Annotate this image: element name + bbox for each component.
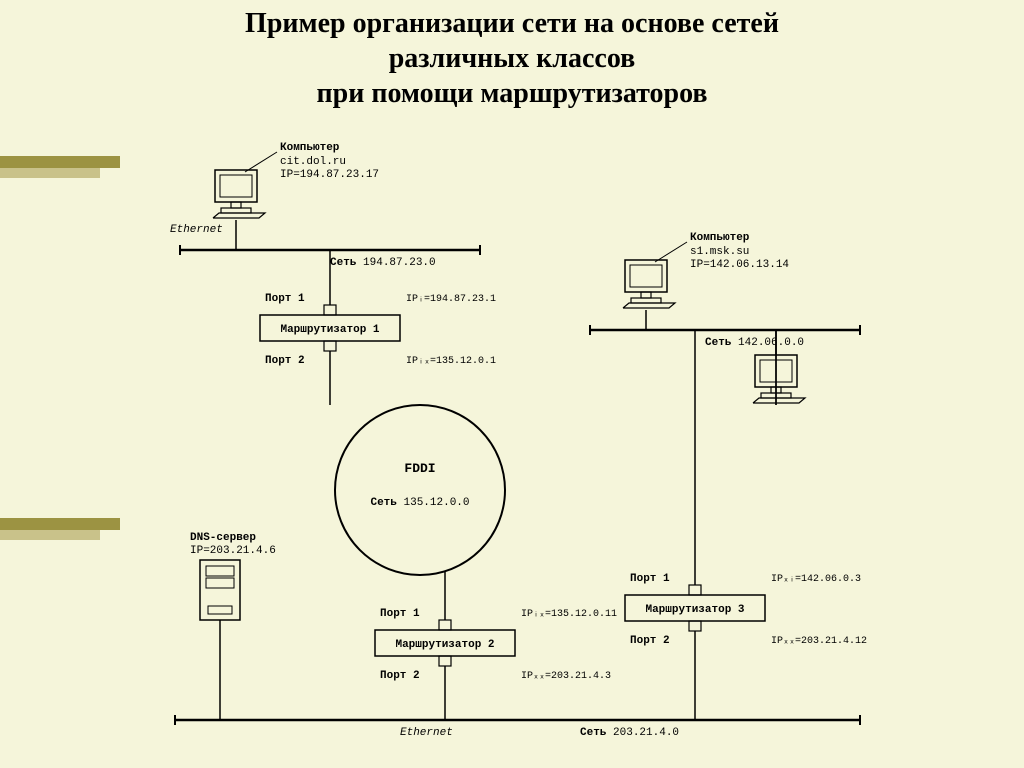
svg-text:Порт 1: Порт 1 — [630, 573, 670, 585]
svg-text:Маршрутизатор 2: Маршрутизатор 2 — [395, 639, 494, 651]
svg-text:Сеть 203.21.4.0: Сеть 203.21.4.0 — [580, 727, 679, 739]
svg-text:Порт 2: Порт 2 — [630, 635, 670, 647]
decoration-bar — [0, 156, 120, 168]
svg-text:Сеть 194.87.23.0: Сеть 194.87.23.0 — [330, 257, 436, 269]
svg-text:Компьютер: Компьютер — [690, 232, 750, 244]
svg-text:s1.msk.su: s1.msk.su — [690, 246, 749, 258]
svg-text:Маршрутизатор 1: Маршрутизатор 1 — [280, 324, 379, 336]
svg-text:Сеть 142.06.0.0: Сеть 142.06.0.0 — [705, 337, 804, 349]
svg-text:Компьютер: Компьютер — [280, 142, 340, 154]
svg-text:IPᵢ=194.87.23.1: IPᵢ=194.87.23.1 — [406, 294, 496, 305]
svg-text:Сеть 135.12.0.0: Сеть 135.12.0.0 — [370, 497, 469, 509]
svg-text:IPᵢₓ=135.12.0.11: IPᵢₓ=135.12.0.11 — [521, 609, 617, 620]
svg-text:IP=142.06.13.14: IP=142.06.13.14 — [690, 259, 789, 271]
decoration-bar — [0, 530, 100, 540]
svg-text:IPₓₓ=203.21.4.12: IPₓₓ=203.21.4.12 — [771, 636, 867, 647]
svg-text:IP=203.21.4.6: IP=203.21.4.6 — [190, 545, 276, 557]
slide-title: Пример организации сети на основе сетей … — [0, 6, 1024, 111]
svg-text:IPₓₓ=203.21.4.3: IPₓₓ=203.21.4.3 — [521, 671, 611, 682]
title-line-2: различных классов — [389, 43, 636, 74]
svg-text:Порт 1: Порт 1 — [380, 608, 420, 620]
svg-text:Ethernet: Ethernet — [170, 224, 223, 236]
svg-text:Порт 1: Порт 1 — [265, 293, 305, 305]
title-line-3: при помощи маршрутизаторов — [316, 78, 707, 109]
svg-text:Ethernet: Ethernet — [400, 727, 453, 739]
svg-text:Порт 2: Порт 2 — [265, 355, 305, 367]
svg-text:Порт 2: Порт 2 — [380, 670, 420, 682]
svg-text:FDDI: FDDI — [404, 461, 435, 476]
svg-text:IP=194.87.23.17: IP=194.87.23.17 — [280, 169, 379, 181]
network-diagram: Сеть 194.87.23.0 Сеть 142.06.0.0 Сеть 203.… — [120, 120, 920, 750]
svg-text:Маршрутизатор 3: Маршрутизатор 3 — [645, 604, 744, 616]
svg-text:cit.dol.ru: cit.dol.ru — [280, 156, 346, 168]
decoration-bar — [0, 168, 100, 178]
title-line-1: Пример организации сети на основе сетей — [245, 8, 779, 39]
decoration-bar — [0, 518, 120, 530]
svg-text:IPₓᵢ=142.06.0.3: IPₓᵢ=142.06.0.3 — [771, 574, 861, 585]
svg-text:IPᵢₓ=135.12.0.1: IPᵢₓ=135.12.0.1 — [406, 356, 496, 367]
svg-text:DNS-сервер: DNS-сервер — [190, 532, 256, 544]
